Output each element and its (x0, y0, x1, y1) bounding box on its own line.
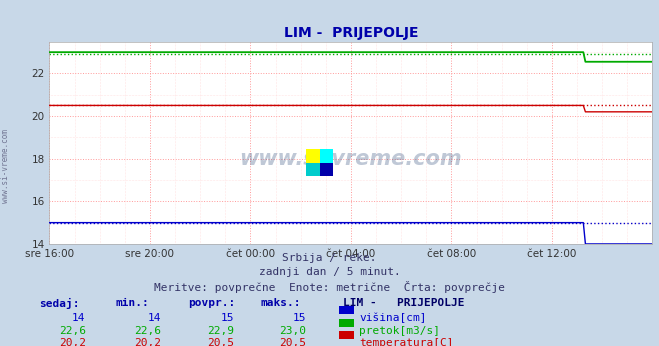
Text: sedaj:: sedaj: (40, 298, 80, 309)
Text: www.si-vreme.com: www.si-vreme.com (240, 149, 462, 169)
Text: višina[cm]: višina[cm] (359, 313, 426, 324)
Bar (320, 163, 333, 176)
Text: 22,6: 22,6 (134, 326, 161, 336)
Text: 15: 15 (293, 313, 306, 323)
Text: zadnji dan / 5 minut.: zadnji dan / 5 minut. (258, 267, 401, 277)
Text: 22,9: 22,9 (207, 326, 234, 336)
Text: LIM -   PRIJEPOLJE: LIM - PRIJEPOLJE (343, 298, 464, 308)
Text: 20,2: 20,2 (59, 338, 86, 346)
Bar (320, 149, 333, 163)
Text: 14: 14 (148, 313, 161, 323)
Text: 20,5: 20,5 (279, 338, 306, 346)
Bar (306, 163, 320, 176)
Text: 22,6: 22,6 (59, 326, 86, 336)
Text: Meritve: povprečne  Enote: metrične  Črta: povprečje: Meritve: povprečne Enote: metrične Črta:… (154, 281, 505, 293)
Text: www.si-vreme.com: www.si-vreme.com (1, 129, 10, 203)
Text: 20,2: 20,2 (134, 338, 161, 346)
Text: maks.:: maks.: (260, 298, 301, 308)
Text: 23,0: 23,0 (279, 326, 306, 336)
Text: temperatura[C]: temperatura[C] (359, 338, 453, 346)
Text: 15: 15 (221, 313, 234, 323)
Text: min.:: min.: (115, 298, 149, 308)
Text: Srbija / reke.: Srbija / reke. (282, 253, 377, 263)
Title: LIM -  PRIJEPOLJE: LIM - PRIJEPOLJE (283, 26, 418, 40)
Text: 14: 14 (72, 313, 86, 323)
Bar (306, 149, 320, 163)
Text: pretok[m3/s]: pretok[m3/s] (359, 326, 440, 336)
Text: povpr.:: povpr.: (188, 298, 235, 308)
Text: 20,5: 20,5 (207, 338, 234, 346)
